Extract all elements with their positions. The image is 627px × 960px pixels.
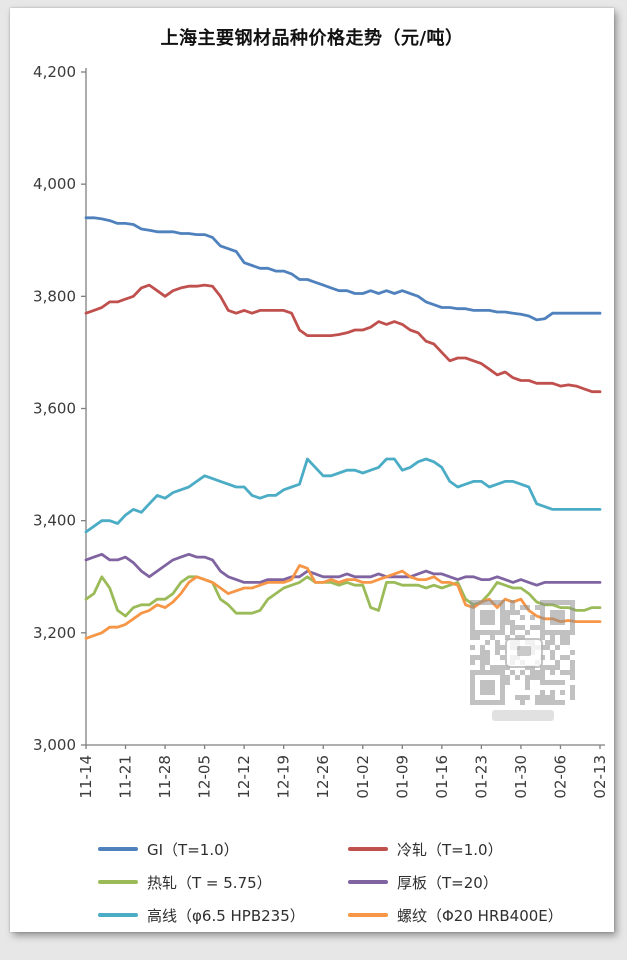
x-tick-label: 12-19 [275, 755, 293, 799]
legend-label-luowen: 螺纹（Φ20 HRB400E） [397, 906, 563, 925]
axis-labels: 3,000 3,200 3,400 3,600 3,800 4,000 4,200 11-14… [33, 63, 609, 799]
legend-label-gi: GI（T=1.0） [147, 840, 239, 859]
y-tick-label: 3,200 [33, 624, 76, 642]
legend-item-rezha: 热轧（T = 5.75） [98, 871, 348, 893]
legend: GI（T=1.0） 冷轧（T=1.0） 热轧（T = 5.75） 厚板（T=20… [98, 838, 614, 926]
x-tick-label: 11-21 [117, 755, 135, 799]
series-line-1 [84, 283, 602, 394]
x-tick-label: 12-26 [314, 755, 332, 799]
chart-card: 上海主要钢材品种价格走势（元/吨） 3,000 3,200 3,400 3,600 3,… [10, 8, 614, 932]
x-tick-label: 01-30 [512, 755, 530, 799]
x-tick-label: 02-13 [591, 755, 609, 799]
axes [81, 68, 605, 749]
chart-area: 3,000 3,200 3,400 3,600 3,800 4,000 4,200 11-14… [12, 58, 612, 824]
legend-item-luowen: 螺纹（Φ20 HRB400E） [348, 904, 614, 926]
legend-swatch-luowen [348, 913, 388, 917]
x-tick-label: 01-02 [354, 755, 372, 799]
x-tick-label: 12-05 [196, 755, 214, 799]
series-line-2 [84, 575, 602, 618]
y-tick-label: 3,400 [33, 512, 76, 530]
x-tick-label: 12-12 [235, 755, 253, 799]
y-tick-label: 4,000 [33, 175, 76, 193]
x-tick-label: 11-28 [156, 755, 174, 799]
legend-item-gaoxian: 高线（φ6.5 HPB235） [98, 904, 348, 926]
x-tick-label: 01-16 [433, 755, 451, 799]
x-tick-label: 01-23 [472, 755, 490, 799]
legend-label-houban: 厚板（T=20） [397, 873, 498, 892]
series-line-3 [84, 552, 602, 587]
y-tick-label: 3,800 [33, 287, 76, 305]
legend-label-lengzha: 冷轧（T=1.0） [397, 840, 503, 859]
legend-swatch-gaoxian [98, 913, 138, 917]
series-line-0 [84, 216, 602, 322]
legend-label-gaoxian: 高线（φ6.5 HPB235） [147, 906, 305, 925]
chart-title: 上海主要钢材品种价格走势（元/吨） [160, 28, 464, 49]
legend-swatch-houban [348, 880, 388, 884]
y-tick-label: 3,000 [33, 736, 76, 754]
legend-item-lengzha: 冷轧（T=1.0） [348, 838, 614, 860]
y-tick-label: 3,600 [33, 400, 76, 418]
legend-swatch-rezha [98, 880, 138, 884]
y-tick-label: 4,200 [33, 63, 76, 81]
price-line-chart: 3,000 3,200 3,400 3,600 3,800 4,000 4,200 11-14… [33, 63, 609, 799]
series-line-4 [84, 457, 602, 534]
legend-swatch-gi [98, 847, 138, 851]
legend-label-rezha: 热轧（T = 5.75） [147, 873, 272, 892]
x-tick-label: 02-06 [551, 755, 569, 799]
x-tick-label: 11-14 [77, 755, 95, 799]
legend-item-gi: GI（T=1.0） [98, 838, 348, 860]
legend-swatch-lengzha [348, 847, 388, 851]
legend-item-houban: 厚板（T=20） [348, 871, 614, 893]
x-tick-label: 01-09 [393, 755, 411, 799]
